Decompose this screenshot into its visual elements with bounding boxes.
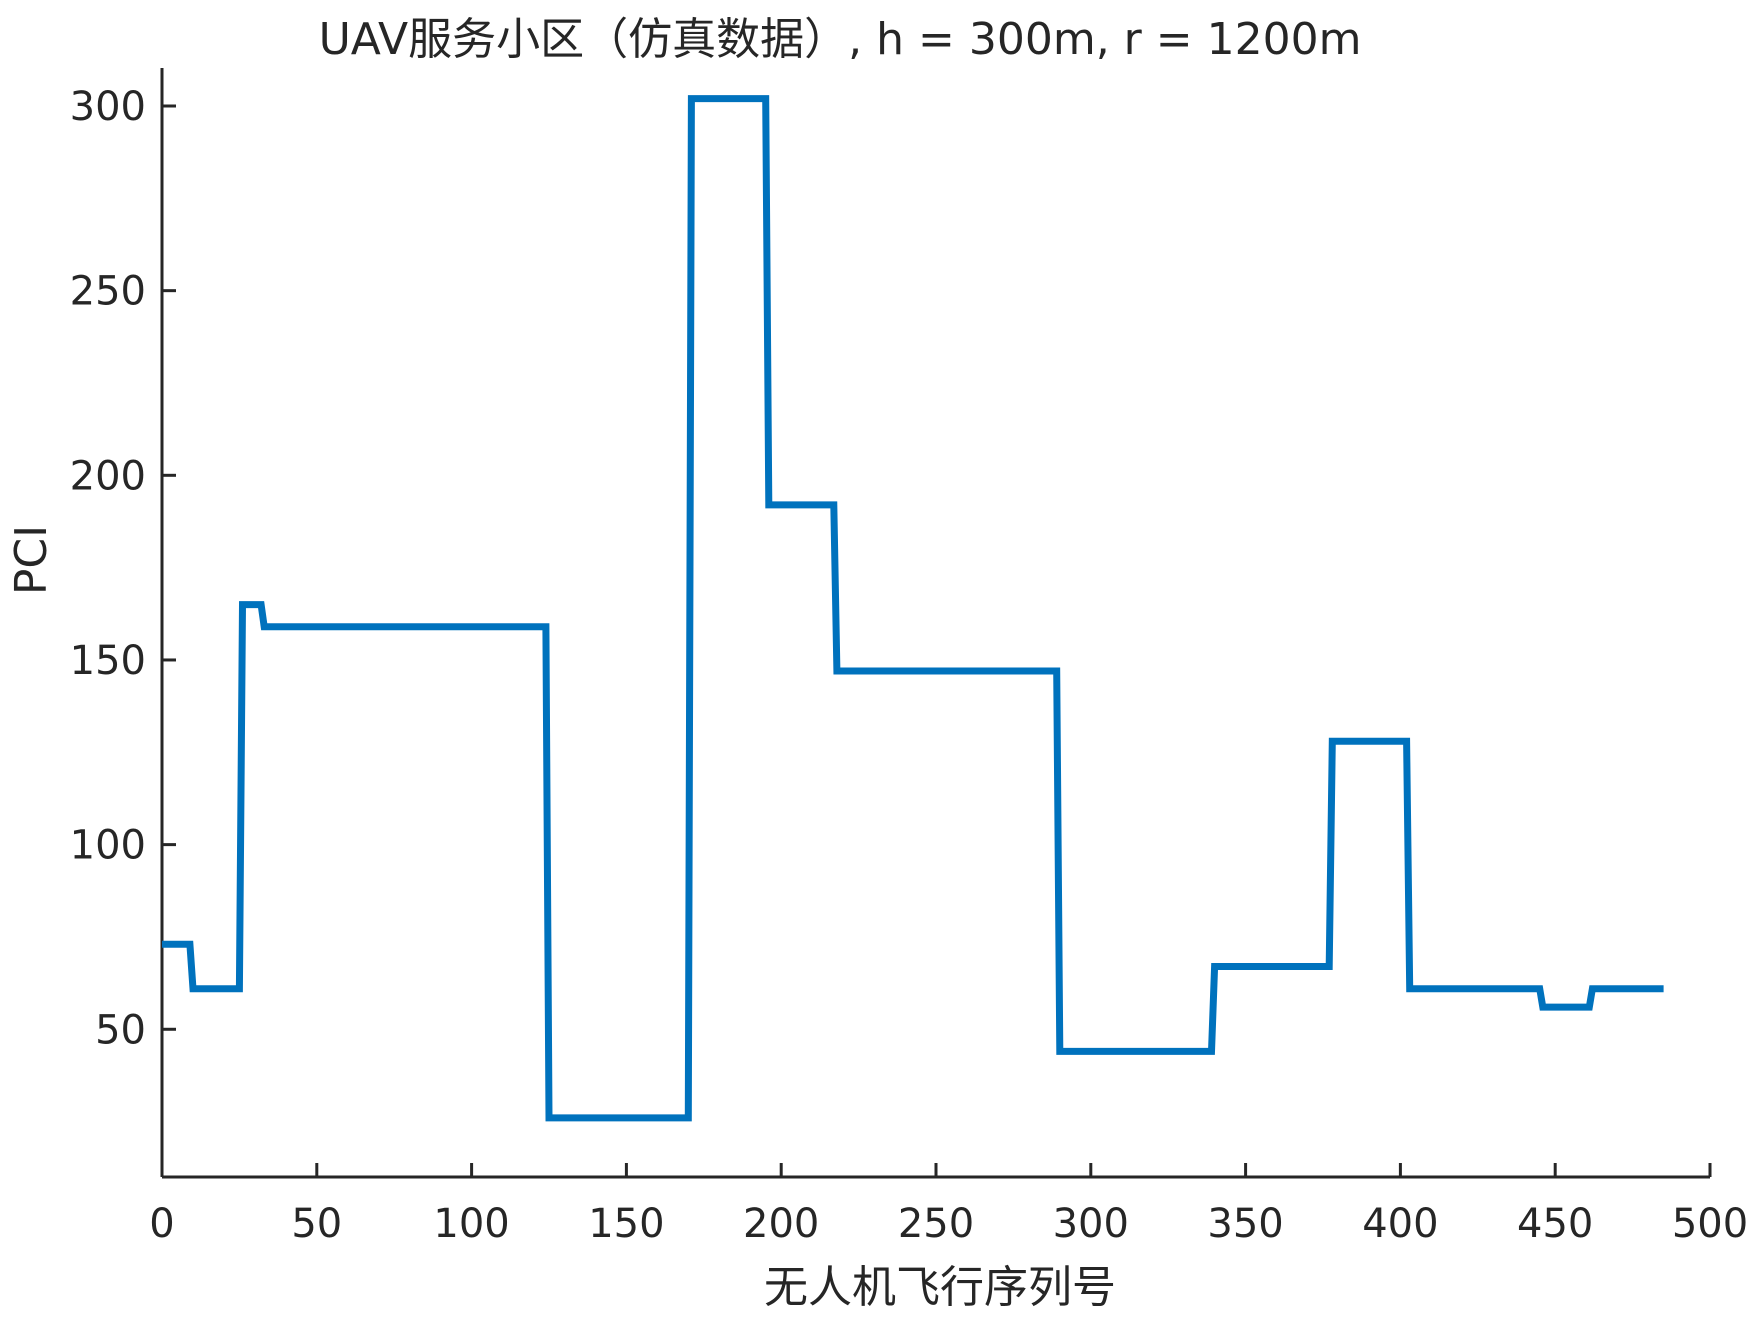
x-tick-label: 500 xyxy=(1672,1201,1748,1247)
y-axis-ticks: 50 100 150 200 250 300 xyxy=(70,84,176,1053)
x-tick-label: 300 xyxy=(1053,1201,1129,1247)
x-tick-label: 450 xyxy=(1517,1201,1593,1247)
series-layer xyxy=(162,95,1664,1122)
x-tick-label: 250 xyxy=(898,1201,974,1247)
x-tick-label: 350 xyxy=(1207,1201,1283,1247)
chart-title: UAV服务小区（仿真数据）, h = 300m, r = 1200m xyxy=(319,14,1362,65)
series-line-0 xyxy=(162,95,1664,1122)
x-tick-label: 50 xyxy=(291,1201,342,1247)
x-tick-label: 400 xyxy=(1362,1201,1438,1247)
x-axis-ticks: 0 50 100 150 200 250 300 350 400 450 500 xyxy=(149,1163,1748,1247)
y-tick-label: 300 xyxy=(70,84,146,130)
y-tick-label: 50 xyxy=(95,1007,146,1053)
axes xyxy=(160,68,1710,1179)
x-tick-label: 0 xyxy=(149,1201,174,1247)
x-tick-label: 200 xyxy=(743,1201,819,1247)
x-axis-label: 无人机飞行序列号 xyxy=(764,1262,1116,1313)
y-axis-label: PCI xyxy=(6,525,57,595)
y-tick-label: 200 xyxy=(70,453,146,499)
y-tick-label: 100 xyxy=(70,823,146,869)
x-tick-label: 150 xyxy=(588,1201,664,1247)
x-tick-label: 100 xyxy=(433,1201,509,1247)
y-tick-label: 250 xyxy=(70,269,146,315)
y-tick-label: 150 xyxy=(70,638,146,684)
